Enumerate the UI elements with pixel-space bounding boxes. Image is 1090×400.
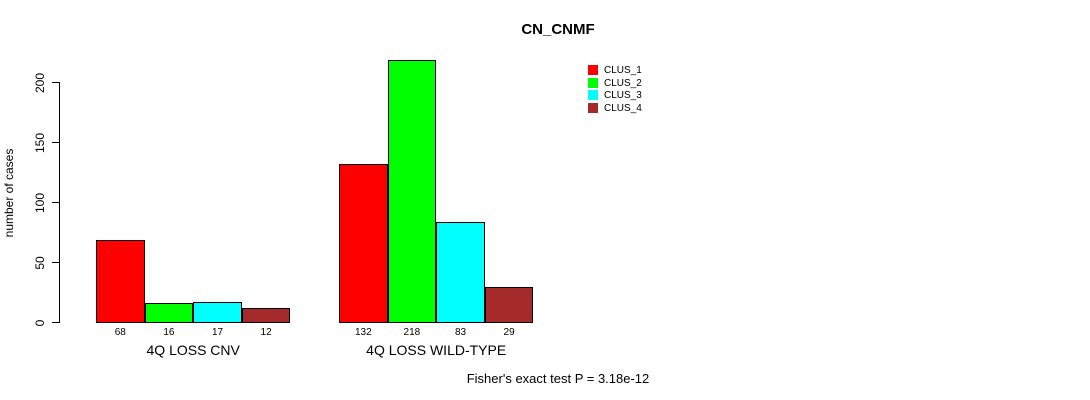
legend-swatch-clus_1 [588,65,598,75]
fisher-test-annotation: Fisher's exact test P = 3.18e-12 [466,371,650,386]
bar-clus_4-2 [484,287,534,323]
bar-clus_1-2 [339,163,388,323]
y-tick [52,262,59,263]
y-tick-label: 100 [33,192,47,213]
bar-clus_1-1 [96,240,145,323]
bar-clus_3-1 [193,301,242,323]
bar-value-label: 68 [114,327,126,338]
category-label: 4Q LOSS CNV [146,342,240,358]
y-tick [52,82,59,83]
y-tick-label: 0 [33,319,47,326]
legend-swatch-clus_2 [588,77,598,88]
y-tick [52,322,59,323]
y-tick [52,142,59,143]
chart-title: CN_CNMF [521,21,595,38]
legend-label-clus_2: CLUS_2 [604,77,642,89]
y-axis-line [59,82,60,323]
bar-value-label: 12 [260,327,272,338]
y-tick-label: 150 [33,132,47,153]
bar-value-label: 16 [163,327,175,338]
bar-value-label: 132 [354,327,372,338]
legend-label-clus_3: CLUS_3 [604,90,642,102]
bar-value-label: 218 [403,327,421,338]
bar-clus_2-2 [387,60,437,323]
y-tick-label: 50 [33,255,47,270]
legend-label-clus_4: CLUS_4 [604,103,642,115]
category-label: 4Q LOSS WILD-TYPE [366,342,507,358]
bar-clus_3-2 [436,222,485,323]
bar-clus_2-1 [144,302,194,323]
y-tick [52,202,59,203]
legend-label-clus_1: CLUS_1 [604,65,642,76]
y-tick-label: 200 [33,72,47,93]
bar-value-label: 29 [503,327,515,338]
legend-swatch-clus_4 [588,103,598,114]
bar-value-label: 17 [211,327,224,338]
legend-swatch-clus_3 [588,90,598,101]
bar-value-label: 83 [454,327,467,338]
bar-clus_4-1 [241,307,291,323]
